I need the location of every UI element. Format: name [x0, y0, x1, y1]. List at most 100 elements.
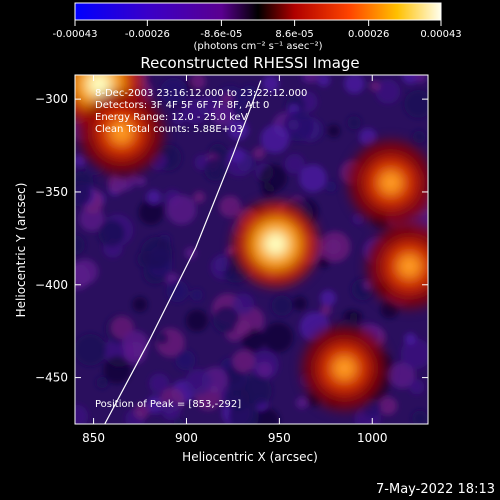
- noise-blob: [140, 236, 173, 269]
- noise-blob: [288, 119, 299, 131]
- noise-blob: [411, 410, 428, 424]
- noise-blob: [75, 263, 91, 291]
- noise-blob: [412, 130, 426, 144]
- noise-blob: [256, 361, 273, 378]
- noise-blob: [317, 75, 331, 87]
- noise-blob: [255, 408, 280, 424]
- noise-blob: [75, 404, 89, 424]
- noise-blob: [320, 290, 337, 307]
- noise-blob: [133, 403, 150, 419]
- noise-blob: [103, 356, 132, 384]
- noise-blob: [98, 219, 125, 247]
- noise-blob: [303, 75, 319, 84]
- noise-blob: [320, 304, 332, 316]
- noise-blob: [234, 320, 251, 337]
- source-core: [263, 231, 288, 256]
- colorbar-tick-label: 8.6e-05: [275, 29, 313, 40]
- noise-blob: [409, 379, 425, 395]
- noise-blob: [149, 373, 170, 394]
- x-tick-label: 1000: [357, 431, 388, 445]
- noise-blob: [122, 330, 149, 358]
- noise-blob: [132, 296, 148, 313]
- noise-blob: [260, 124, 290, 154]
- noise-blob: [173, 418, 185, 424]
- noise-blob: [156, 332, 169, 345]
- noise-blob: [262, 75, 280, 92]
- noise-blob: [223, 366, 244, 387]
- y-tick-label: −350: [35, 185, 68, 199]
- annotation-time: 8-Dec-2003 23:16:12.000 to 23:22:12.000: [95, 88, 307, 99]
- annotations: 8-Dec-2003 23:16:12.000 to 23:22:12.000 …: [95, 88, 307, 410]
- annotation-energy: Energy Range: 12.0 - 25.0 keV: [95, 112, 248, 123]
- noise-blob: [212, 306, 240, 334]
- noise-blob: [296, 396, 309, 409]
- colorbar-tick-label: 0.00043: [420, 29, 461, 40]
- noise-blob: [388, 362, 416, 389]
- noise-blob: [319, 231, 351, 263]
- noise-blob: [204, 158, 228, 182]
- noise-blob: [369, 80, 381, 92]
- noise-blob: [375, 79, 401, 104]
- chart-title: Reconstructed RHESSI Image: [140, 54, 359, 72]
- image-plane: [75, 75, 428, 424]
- noise-blob: [378, 396, 398, 416]
- x-tick-label: 900: [175, 431, 198, 445]
- noise-blob: [75, 234, 86, 256]
- y-tick-label: −450: [35, 371, 68, 385]
- noise-blob: [404, 89, 428, 119]
- x-tick-label: 850: [82, 431, 105, 445]
- noise-blob: [185, 369, 212, 396]
- noise-blob: [182, 99, 208, 125]
- noise-blob: [146, 190, 161, 205]
- noise-blob: [214, 256, 230, 272]
- y-tick-label: −300: [35, 92, 68, 106]
- source-core: [397, 254, 422, 279]
- noise-blob: [184, 247, 197, 259]
- annotation-detectors: Detectors: 3F 4F 5F 6F 7F 8F, Att 0: [95, 100, 269, 111]
- noise-blob: [352, 212, 365, 225]
- noise-blob: [349, 310, 363, 323]
- noise-blob: [190, 75, 206, 90]
- noise-blob: [232, 293, 254, 315]
- noise-blob: [229, 147, 245, 163]
- solar-limb-curve: [104, 80, 262, 424]
- noise-blob: [138, 199, 164, 225]
- noise-blob: [228, 119, 249, 140]
- noise-blob: [232, 349, 255, 373]
- noise-blob: [75, 333, 107, 366]
- noise-blob: [96, 376, 109, 389]
- noise-blob: [161, 400, 181, 421]
- noise-blob: [252, 146, 266, 160]
- noise-blob: [166, 194, 197, 225]
- colorbar: [74, 2, 442, 21]
- noise-blob: [400, 338, 428, 369]
- noise-blob: [327, 124, 341, 138]
- annotation-peak: Position of Peak = [853,-292]: [95, 399, 241, 410]
- noise-blob: [220, 92, 233, 105]
- noise-blob: [271, 295, 293, 317]
- y-axis: −450 −400 −350 −300: [35, 92, 428, 385]
- noise-blob: [404, 332, 417, 345]
- noise-blob: [160, 77, 188, 105]
- noise-blob: [219, 195, 242, 218]
- noise-blob: [175, 350, 196, 371]
- noise-blob: [344, 75, 365, 94]
- x-axis: 850 900 950 1000: [82, 75, 388, 445]
- plot-frame: [74, 74, 429, 425]
- noise-blob: [185, 309, 209, 332]
- noise-blob: [299, 164, 327, 193]
- x-axis-label: Heliocentric X (arcsec): [182, 450, 318, 464]
- noise-blob: [211, 103, 235, 127]
- noise-blob: [75, 154, 87, 167]
- colorbar-tick-label: -0.00043: [53, 29, 98, 40]
- x-tick-label: 950: [268, 431, 291, 445]
- source-core: [332, 356, 357, 381]
- noise-blob: [225, 386, 250, 412]
- noise-blob: [359, 128, 377, 147]
- noise-blob: [190, 289, 203, 302]
- y-tick-label: −400: [35, 278, 68, 292]
- noise-blob: [135, 175, 147, 187]
- noise-blob: [263, 322, 294, 353]
